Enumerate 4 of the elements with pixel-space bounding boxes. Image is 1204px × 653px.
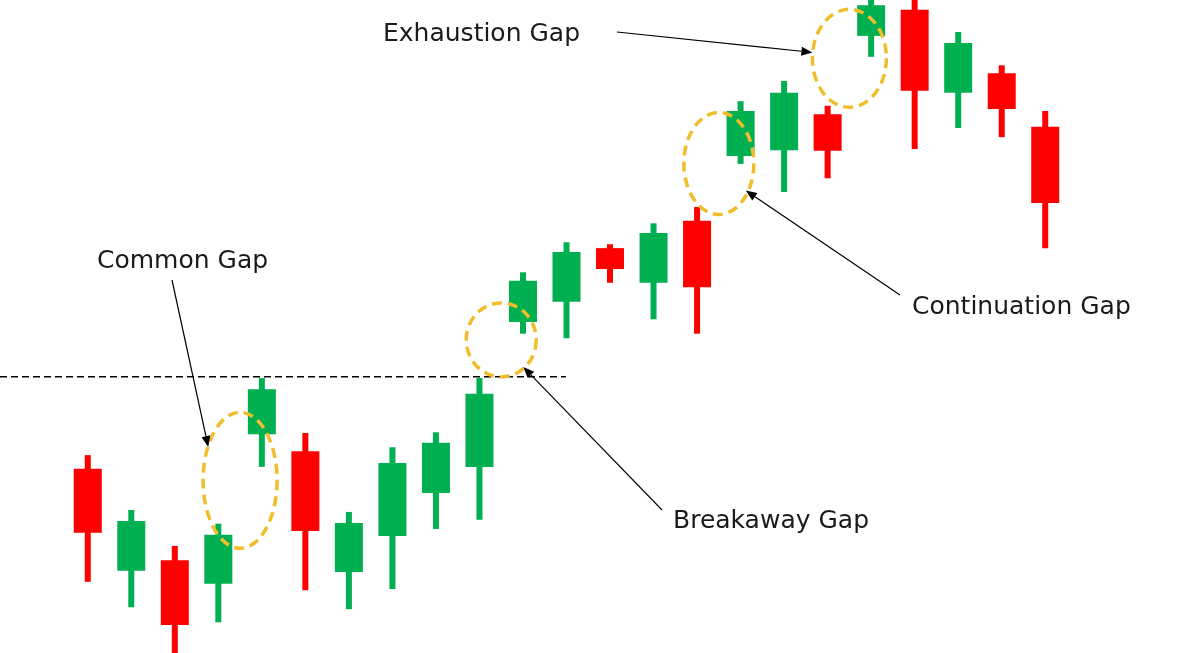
annotation: Common Gap — [97, 245, 269, 274]
annotation: Exhaustion Gap — [383, 18, 581, 47]
annotation: Breakaway Gap — [673, 505, 870, 534]
annotation: Continuation Gap — [912, 291, 1131, 320]
